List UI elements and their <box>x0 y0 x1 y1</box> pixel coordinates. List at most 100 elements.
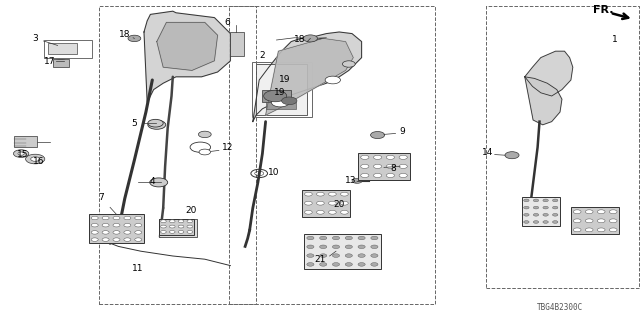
Polygon shape <box>253 32 362 122</box>
Circle shape <box>198 131 211 138</box>
Text: 3: 3 <box>33 34 38 43</box>
Circle shape <box>319 245 327 249</box>
Circle shape <box>102 216 109 220</box>
Circle shape <box>92 231 98 234</box>
Polygon shape <box>144 11 230 102</box>
Circle shape <box>597 228 605 232</box>
Circle shape <box>332 263 340 266</box>
Circle shape <box>358 245 365 249</box>
Circle shape <box>190 142 211 152</box>
Circle shape <box>371 132 385 139</box>
Text: 19: 19 <box>279 76 291 84</box>
Text: 18: 18 <box>294 35 305 44</box>
Circle shape <box>113 216 120 220</box>
Circle shape <box>305 210 312 214</box>
Circle shape <box>352 178 362 183</box>
Bar <box>229 6 435 304</box>
Circle shape <box>128 35 141 42</box>
Circle shape <box>533 221 539 223</box>
Circle shape <box>342 61 355 67</box>
Circle shape <box>113 231 120 234</box>
Text: 4: 4 <box>150 177 155 186</box>
Circle shape <box>597 219 605 223</box>
Circle shape <box>187 230 193 233</box>
Text: 10: 10 <box>268 168 280 177</box>
Circle shape <box>148 120 166 129</box>
Circle shape <box>170 225 175 228</box>
Circle shape <box>361 173 369 178</box>
Circle shape <box>178 225 184 228</box>
Circle shape <box>533 206 539 209</box>
Circle shape <box>332 245 340 249</box>
Polygon shape <box>266 38 353 115</box>
Circle shape <box>533 199 539 202</box>
Circle shape <box>18 152 24 155</box>
Circle shape <box>307 254 314 257</box>
Circle shape <box>319 236 327 240</box>
Circle shape <box>332 236 340 240</box>
Circle shape <box>586 228 593 232</box>
Circle shape <box>307 245 314 249</box>
Circle shape <box>524 199 529 202</box>
Text: 19: 19 <box>274 88 285 97</box>
Circle shape <box>358 236 365 240</box>
Circle shape <box>543 213 548 216</box>
Circle shape <box>552 199 558 202</box>
Circle shape <box>135 223 141 227</box>
Circle shape <box>552 221 558 223</box>
Circle shape <box>340 201 348 205</box>
Circle shape <box>345 245 353 249</box>
Circle shape <box>345 254 353 257</box>
Circle shape <box>271 98 289 107</box>
Circle shape <box>113 223 120 227</box>
Circle shape <box>597 210 605 214</box>
Circle shape <box>573 228 581 232</box>
Circle shape <box>307 236 314 240</box>
Bar <box>230 32 244 56</box>
Text: 20: 20 <box>333 200 345 209</box>
Text: 16: 16 <box>33 157 44 166</box>
Bar <box>159 219 197 237</box>
Text: 6: 6 <box>225 18 230 27</box>
Circle shape <box>609 219 617 223</box>
Circle shape <box>524 206 529 209</box>
Text: FR.: FR. <box>593 5 614 15</box>
Circle shape <box>305 201 312 205</box>
Circle shape <box>170 230 175 233</box>
Circle shape <box>303 35 317 42</box>
Circle shape <box>124 216 131 220</box>
Circle shape <box>345 263 353 266</box>
Circle shape <box>399 164 407 168</box>
Circle shape <box>371 263 378 266</box>
Circle shape <box>340 192 348 196</box>
Circle shape <box>332 254 340 257</box>
Circle shape <box>31 157 40 161</box>
Text: 11: 11 <box>132 264 143 273</box>
Text: TBG4B2300C: TBG4B2300C <box>537 303 583 312</box>
Circle shape <box>102 238 109 241</box>
Circle shape <box>325 76 340 84</box>
Circle shape <box>199 149 211 155</box>
Polygon shape <box>525 51 573 96</box>
Text: 2: 2 <box>260 51 265 60</box>
Circle shape <box>148 119 163 127</box>
Text: 20: 20 <box>185 206 196 215</box>
Circle shape <box>543 199 548 202</box>
Circle shape <box>26 154 45 164</box>
Circle shape <box>573 219 581 223</box>
Circle shape <box>317 201 324 205</box>
Ellipse shape <box>54 60 68 65</box>
Circle shape <box>371 254 378 257</box>
Text: 8: 8 <box>390 164 396 173</box>
Circle shape <box>135 216 141 220</box>
Text: 9: 9 <box>399 127 404 136</box>
Circle shape <box>505 152 519 159</box>
Circle shape <box>374 164 381 168</box>
Polygon shape <box>525 77 562 125</box>
Circle shape <box>317 210 324 214</box>
Circle shape <box>371 236 378 240</box>
Circle shape <box>92 223 98 227</box>
Circle shape <box>586 219 593 223</box>
Polygon shape <box>157 22 218 70</box>
Bar <box>266 102 296 109</box>
